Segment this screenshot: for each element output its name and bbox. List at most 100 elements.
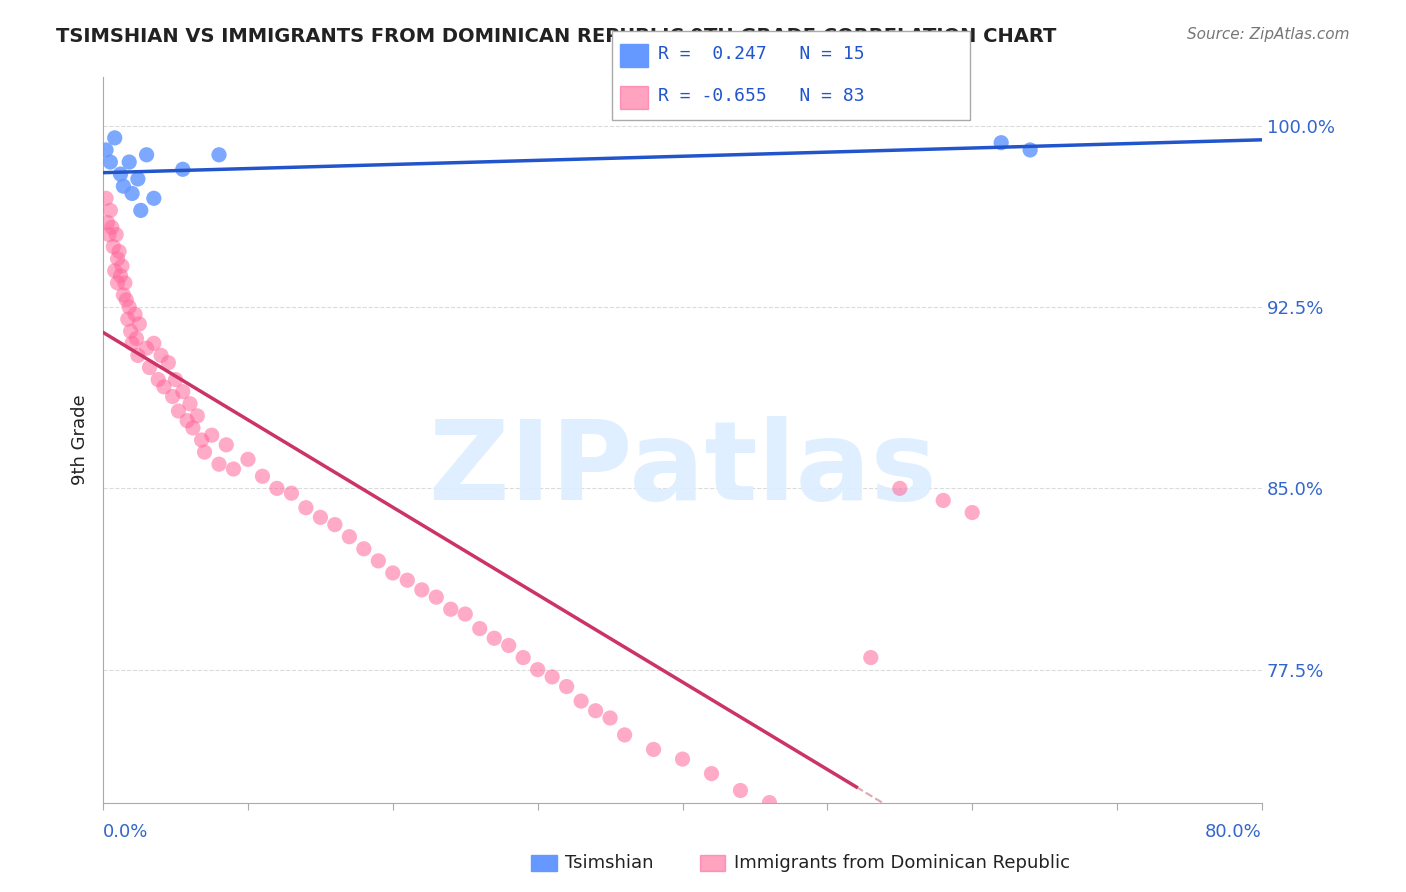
Point — [107, 252, 129, 266]
Point — [110, 167, 132, 181]
Point — [129, 203, 152, 218]
Text: Source: ZipAtlas.com: Source: ZipAtlas.com — [1187, 27, 1350, 42]
Point — [150, 348, 173, 362]
Text: ZIPatlas: ZIPatlas — [429, 416, 936, 523]
Text: TSIMSHIAN VS IMMIGRANTS FROM DOMINICAN REPUBLIC 9TH GRADE CORRELATION CHART: TSIMSHIAN VS IMMIGRANTS FROM DOMINICAN R… — [56, 27, 1057, 45]
Point — [222, 462, 245, 476]
Point — [190, 433, 212, 447]
Point — [208, 457, 231, 471]
Point — [96, 215, 118, 229]
Point — [585, 704, 607, 718]
Point — [104, 264, 127, 278]
Point — [309, 510, 332, 524]
Point — [425, 590, 447, 604]
Point — [730, 783, 752, 797]
Point — [138, 360, 160, 375]
Text: Immigrants from Dominican Republic: Immigrants from Dominican Republic — [734, 854, 1070, 871]
Point — [128, 317, 150, 331]
Point — [932, 493, 955, 508]
Point — [135, 148, 157, 162]
Point — [142, 191, 165, 205]
Point — [859, 650, 882, 665]
Point — [252, 469, 274, 483]
Point — [181, 421, 204, 435]
Text: R = -0.655   N = 83: R = -0.655 N = 83 — [658, 87, 865, 105]
Text: 0.0%: 0.0% — [103, 823, 149, 841]
Point — [111, 259, 134, 273]
Point — [193, 445, 215, 459]
Point — [112, 288, 135, 302]
Point — [411, 582, 433, 597]
Point — [115, 293, 138, 307]
Point — [295, 500, 318, 515]
Point — [381, 566, 404, 580]
Point — [613, 728, 636, 742]
Point — [367, 554, 389, 568]
Point — [186, 409, 208, 423]
Point — [990, 136, 1012, 150]
Point — [541, 670, 564, 684]
Point — [104, 131, 127, 145]
Point — [120, 324, 142, 338]
Point — [468, 622, 491, 636]
Point — [353, 541, 375, 556]
Point — [118, 155, 141, 169]
Point — [103, 240, 125, 254]
Point — [236, 452, 259, 467]
Point — [172, 384, 194, 399]
Point — [117, 312, 139, 326]
Point — [671, 752, 693, 766]
Point — [162, 390, 184, 404]
Point — [124, 307, 146, 321]
Y-axis label: 9th Grade: 9th Grade — [72, 394, 89, 485]
Point — [700, 766, 723, 780]
Point — [801, 807, 824, 822]
Point — [142, 336, 165, 351]
Point — [121, 186, 143, 201]
Point — [135, 341, 157, 355]
Point — [1019, 143, 1042, 157]
Point — [114, 276, 136, 290]
Point — [758, 796, 780, 810]
Point — [337, 530, 360, 544]
Point — [280, 486, 302, 500]
Point — [125, 331, 148, 345]
Point — [127, 172, 149, 186]
Text: Tsimshian: Tsimshian — [565, 854, 654, 871]
Point — [643, 742, 665, 756]
Point — [153, 380, 176, 394]
Point — [396, 573, 419, 587]
Point — [176, 414, 198, 428]
Point — [172, 162, 194, 177]
Point — [107, 276, 129, 290]
Point — [121, 336, 143, 351]
Point — [201, 428, 224, 442]
Point — [454, 607, 477, 621]
Point — [208, 148, 231, 162]
Text: R =  0.247   N = 15: R = 0.247 N = 15 — [658, 45, 865, 63]
Point — [127, 348, 149, 362]
Point — [94, 191, 117, 205]
Point — [167, 404, 190, 418]
Point — [889, 481, 911, 495]
Point — [831, 824, 853, 838]
Point — [165, 373, 187, 387]
Point — [266, 481, 288, 495]
Text: 80.0%: 80.0% — [1205, 823, 1263, 841]
Point — [498, 639, 520, 653]
Point — [110, 268, 132, 283]
Point — [555, 680, 578, 694]
Point — [112, 179, 135, 194]
Point — [101, 220, 124, 235]
Point — [157, 356, 180, 370]
Point — [94, 143, 117, 157]
Point — [100, 155, 122, 169]
Point — [526, 663, 548, 677]
Point — [100, 203, 122, 218]
Point — [108, 244, 131, 259]
Point — [179, 397, 201, 411]
Point — [569, 694, 592, 708]
Point — [484, 632, 506, 646]
Point — [440, 602, 463, 616]
Point — [97, 227, 120, 242]
